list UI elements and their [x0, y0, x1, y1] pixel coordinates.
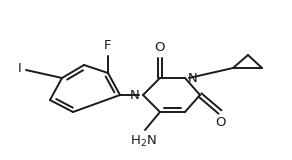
- Text: N: N: [188, 72, 198, 84]
- Text: O: O: [155, 41, 165, 54]
- Text: N: N: [130, 88, 140, 101]
- Text: F: F: [104, 39, 112, 52]
- Text: O: O: [216, 116, 226, 129]
- Text: H$_2$N: H$_2$N: [130, 134, 157, 149]
- Text: I: I: [18, 61, 22, 75]
